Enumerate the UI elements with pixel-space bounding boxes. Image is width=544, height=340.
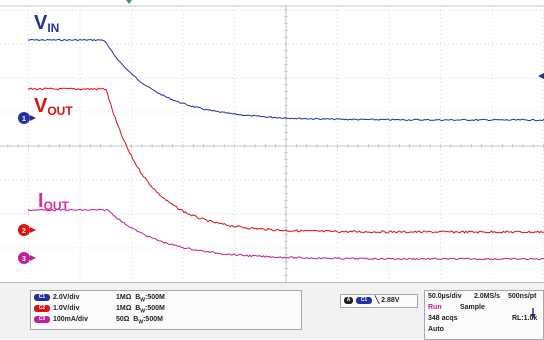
channel-2-scale: 1.0V/div [53, 305, 80, 312]
trigger-level-arrow[interactable] [538, 73, 544, 79]
acquisition-count: 348 acqs [428, 315, 458, 322]
waveform-svg: 1 2 3 [0, 0, 544, 282]
iout-waveform [27, 208, 544, 261]
channel-1-marker-label: 1 [22, 116, 26, 123]
channel-3-badge: C3 [34, 315, 50, 323]
trigger-level: 2.88V [381, 297, 400, 304]
sample-rate: 2.0MS/s [474, 293, 501, 300]
record-length: RL:1.0k [512, 315, 538, 322]
waveform-area: 1 2 3 VIN VOUT IOUT [0, 0, 544, 282]
trigger-channel-badge: C1 [356, 296, 372, 304]
channel-1-coupling: 1MΩ BW:500M [116, 294, 165, 304]
resolution: 500ns/pt [508, 293, 537, 300]
vout-waveform [27, 87, 544, 234]
timebase[interactable]: 50.0µs/div [428, 293, 462, 300]
channel-3-marker[interactable]: 3 [18, 252, 36, 264]
acquisition-mode: Sample [460, 304, 485, 311]
vin-waveform [27, 38, 544, 122]
run-state[interactable]: Run [428, 304, 442, 311]
vin-label: VIN [34, 12, 60, 35]
channel-1-marker[interactable]: 1 [18, 112, 36, 124]
arrow-down-icon[interactable] [529, 305, 537, 318]
channel-3-coupling: 50Ω BW:500M [116, 316, 163, 326]
channel-2-coupling: 1MΩ BW:500M [116, 305, 165, 315]
readout-panel: C1 2.0V/div 1MΩ BW:500M C2 1.0V/div 1MΩ BW… [0, 282, 544, 340]
trigger-slope-icon: ╲ [375, 297, 380, 304]
channel-settings-box [30, 290, 302, 330]
channel-1-badge: C1 [34, 293, 50, 301]
channel-1-setting[interactable]: C1 2.0V/div [34, 293, 79, 302]
channel-2-badge: C2 [34, 304, 50, 312]
channel-2-marker[interactable]: 2 [18, 224, 36, 236]
channel-2-marker-label: 2 [22, 228, 26, 235]
trigger-source-badge: A [344, 296, 353, 304]
channel-3-scale: 100mA/div [53, 316, 89, 323]
vout-label: VOUT [34, 95, 73, 118]
trigger-readout[interactable]: A C1 ╲ 2.88V [344, 296, 399, 305]
channel-3-setting[interactable]: C3 100mA/div [34, 315, 88, 324]
trigger-mode[interactable]: Auto [428, 326, 444, 333]
iout-label: IOUT [38, 190, 69, 213]
channel-3-marker-label: 3 [22, 256, 26, 263]
trigger-position-marker[interactable] [126, 0, 132, 4]
channel-1-scale: 2.0V/div [53, 294, 80, 301]
channel-2-setting[interactable]: C2 1.0V/div [34, 304, 79, 313]
graticule [0, 5, 544, 282]
